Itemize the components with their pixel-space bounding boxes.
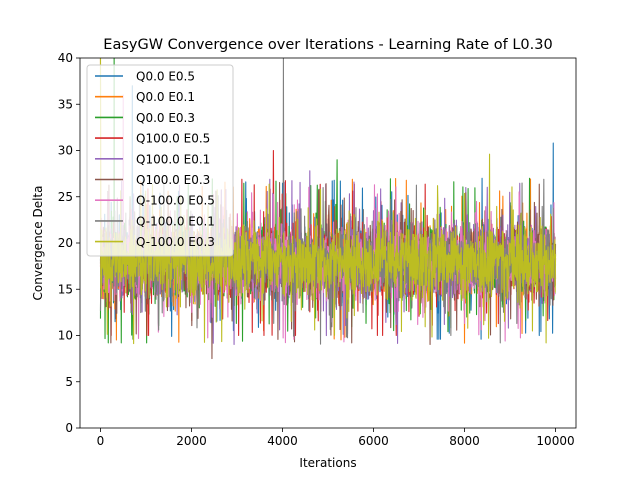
- x-tick-label: 2000: [176, 434, 207, 448]
- legend-box: [86, 64, 234, 257]
- legend-label: Q-100.0 E0.5: [136, 194, 215, 208]
- x-axis: 0 2000 4000 6000 8000 10000: [97, 428, 575, 448]
- legend-label: Q100.0 E0.5: [136, 132, 210, 146]
- legend-label: Q0.0 E0.5: [136, 70, 195, 84]
- legend-label: Q-100.0 E0.3: [136, 235, 215, 249]
- legend-label: Q0.0 E0.3: [136, 111, 195, 125]
- x-tick-label: 10000: [536, 434, 574, 448]
- y-tick-label: 40: [58, 51, 73, 65]
- y-tick-label: 35: [58, 97, 73, 111]
- y-axis-label: Convergence Delta: [31, 186, 45, 301]
- y-tick-label: 0: [65, 421, 73, 435]
- chart-title: EasyGW Convergence over Iterations - Lea…: [103, 37, 552, 53]
- legend-label: Q100.0 E0.1: [136, 152, 210, 166]
- x-axis-label: Iterations: [299, 456, 356, 470]
- y-tick-label: 25: [58, 190, 73, 204]
- y-axis: 0 5 10 15 20 25 30 35 40: [58, 51, 80, 435]
- y-tick-label: 15: [58, 282, 73, 296]
- legend-label: Q-100.0 E0.1: [136, 214, 215, 228]
- y-tick-label: 5: [65, 375, 73, 389]
- legend: Q0.0 E0.5 Q0.0 E0.1 Q0.0 E0.3 Q100.0 E0.5 Q1…: [86, 64, 234, 257]
- x-tick-label: 4000: [267, 434, 298, 448]
- y-tick-label: 20: [58, 236, 73, 250]
- y-tick-label: 10: [58, 329, 73, 343]
- x-tick-label: 6000: [358, 434, 389, 448]
- y-tick-label: 30: [58, 144, 73, 158]
- legend-label: Q0.0 E0.1: [136, 90, 195, 104]
- legend-label: Q100.0 E0.3: [136, 173, 210, 187]
- x-tick-label: 8000: [449, 434, 480, 448]
- x-tick-label: 0: [97, 434, 105, 448]
